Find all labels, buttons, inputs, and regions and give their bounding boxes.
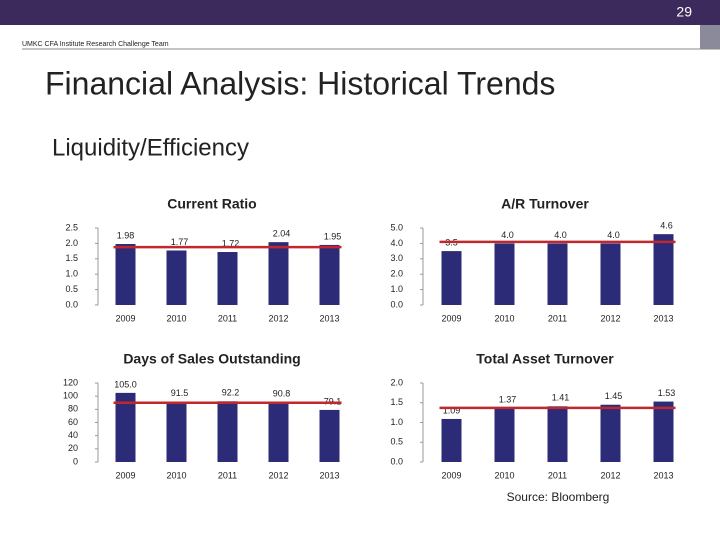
- value-label: 79.1: [324, 396, 342, 406]
- value-label: 1.41: [552, 393, 570, 403]
- y-tick-label: 2.5: [65, 222, 78, 232]
- bar: [319, 244, 340, 305]
- y-tick-label: 80: [68, 404, 78, 414]
- value-label: 1.72: [222, 238, 240, 248]
- bar: [600, 404, 621, 462]
- x-tick-label: 2011: [548, 470, 567, 480]
- value-label: 4.0: [607, 230, 620, 240]
- x-tick-label: 2012: [268, 313, 288, 323]
- x-tick-label: 2010: [494, 313, 514, 323]
- source: Source: Bloomberg: [507, 490, 610, 504]
- x-tick-label: 2011: [218, 313, 237, 323]
- chart-title: Current Ratio: [167, 196, 256, 212]
- bar: [600, 243, 621, 305]
- value-label: 91.5: [171, 388, 189, 398]
- bar: [441, 418, 462, 462]
- value-label: 4.6: [660, 221, 673, 231]
- y-tick-label: 3.0: [390, 253, 403, 263]
- side-accent: [700, 25, 720, 49]
- chart-title: A/R Turnover: [501, 196, 589, 212]
- value-label: 1.53: [658, 388, 676, 398]
- y-tick-label: 1.0: [65, 269, 78, 279]
- value-label: 4.0: [554, 230, 567, 240]
- bar: [217, 252, 238, 305]
- x-tick-label: 2010: [494, 470, 514, 480]
- bar: [547, 406, 568, 462]
- y-tick-label: 0.0: [65, 299, 78, 309]
- bar: [653, 401, 674, 462]
- x-tick-label: 2012: [268, 470, 288, 480]
- value-label: 92.2: [222, 388, 240, 398]
- x-tick-label: 2012: [600, 313, 620, 323]
- x-tick-label: 2011: [218, 470, 237, 480]
- bar: [268, 242, 289, 305]
- x-tick-label: 2010: [166, 313, 186, 323]
- subtitle: Liquidity/Efficiency: [52, 134, 249, 161]
- chart-title: Days of Sales Outstanding: [123, 351, 300, 367]
- y-tick-label: 2.0: [390, 377, 403, 387]
- value-label: 1.98: [117, 230, 135, 240]
- value-label: 1.45: [605, 391, 623, 401]
- y-tick-label: 4.0: [390, 238, 403, 248]
- y-tick-label: 1.5: [65, 253, 78, 263]
- value-label: 1.77: [171, 237, 189, 247]
- y-tick-label: 0.0: [390, 299, 403, 309]
- bar: [319, 409, 340, 462]
- y-tick-label: 1.5: [390, 397, 403, 407]
- y-tick-label: 0.5: [65, 284, 78, 294]
- y-tick-label: 40: [68, 430, 78, 440]
- bar: [166, 250, 187, 305]
- y-tick-label: 2.0: [390, 269, 403, 279]
- y-tick-label: 1.0: [390, 417, 403, 427]
- bar: [441, 251, 462, 305]
- y-tick-label: 120: [63, 377, 78, 387]
- header: UMKC CFA Institute Research Challenge Te…: [22, 41, 169, 48]
- y-tick-label: 60: [68, 417, 78, 427]
- bar: [653, 234, 674, 305]
- value-label: 1.09: [443, 405, 461, 415]
- bar: [494, 407, 515, 462]
- x-tick-label: 2009: [441, 470, 461, 480]
- x-tick-label: 2013: [319, 313, 339, 323]
- x-tick-label: 2010: [166, 470, 186, 480]
- y-tick-label: 5.0: [390, 222, 403, 232]
- value-label: 2.04: [273, 229, 291, 239]
- bar: [217, 401, 238, 462]
- value-label: 105.0: [114, 379, 137, 389]
- value-label: 90.8: [273, 389, 291, 399]
- bar: [115, 244, 136, 305]
- bar: [166, 401, 187, 462]
- x-tick-label: 2009: [115, 313, 135, 323]
- x-tick-label: 2013: [653, 470, 673, 480]
- slide-number: 29: [676, 4, 692, 20]
- y-tick-label: 0.5: [390, 437, 403, 447]
- bar: [115, 392, 136, 462]
- value-label: 1.37: [499, 394, 517, 404]
- y-tick-label: 2.0: [65, 238, 78, 248]
- y-tick-label: 1.0: [390, 284, 403, 294]
- top-bar: [0, 0, 720, 25]
- y-tick-label: 20: [68, 443, 78, 453]
- x-tick-label: 2009: [115, 470, 135, 480]
- value-label: 1.95: [324, 231, 342, 241]
- slide-title: Financial Analysis: Historical Trends: [45, 65, 555, 101]
- bar: [494, 243, 515, 305]
- y-tick-label: 0: [73, 456, 78, 466]
- x-tick-label: 2013: [319, 470, 339, 480]
- chart-title: Total Asset Turnover: [476, 351, 614, 367]
- y-tick-label: 100: [63, 391, 78, 401]
- x-tick-label: 2013: [653, 313, 673, 323]
- y-tick-label: 0.0: [390, 456, 403, 466]
- bar: [268, 402, 289, 462]
- bar: [547, 243, 568, 305]
- value-label: 4.0: [501, 230, 514, 240]
- x-tick-label: 2009: [441, 313, 461, 323]
- x-tick-label: 2011: [548, 313, 567, 323]
- x-tick-label: 2012: [600, 470, 620, 480]
